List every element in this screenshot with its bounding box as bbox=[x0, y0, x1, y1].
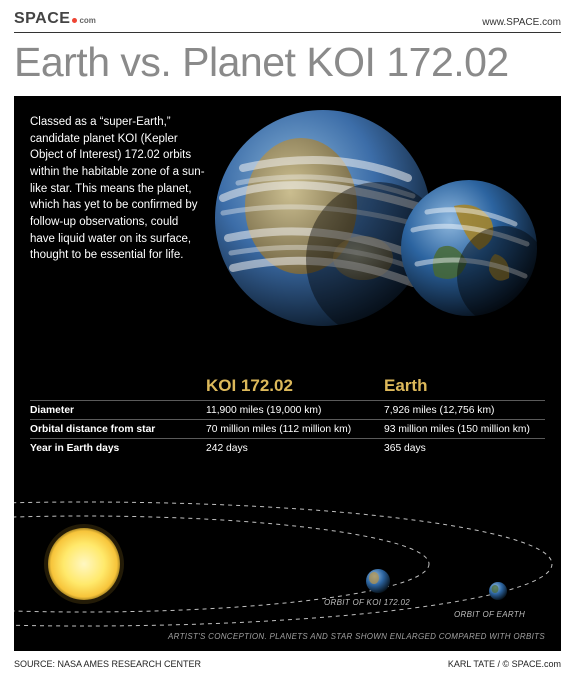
row-label: Year in Earth days bbox=[30, 443, 206, 454]
col-header-earth: Earth bbox=[384, 376, 544, 396]
sun-icon bbox=[48, 528, 120, 600]
comparison-table: KOI 172.02 Earth Diameter 11,900 miles (… bbox=[30, 376, 545, 457]
footer: SOURCE: NASA AMES RESEARCH CENTER KARL T… bbox=[14, 651, 561, 669]
infographic-panel: Classed as a “super-Earth,” candidate pl… bbox=[14, 96, 561, 651]
table-row: Orbital distance from star 70 million mi… bbox=[30, 419, 545, 438]
table-row: Diameter 11,900 miles (19,000 km) 7,926 … bbox=[30, 400, 545, 419]
orbit-label-koi: ORBIT OF KOI 172.02 bbox=[324, 598, 410, 607]
artist-caption: ARTIST'S CONCEPTION. PLANETS AND STAR SH… bbox=[168, 632, 545, 641]
source-credit: SOURCE: NASA AMES RESEARCH CENTER bbox=[14, 659, 201, 669]
brand-logo: SPACE com bbox=[14, 10, 96, 28]
planet-earth-icon bbox=[399, 178, 539, 318]
cell: 7,926 miles (12,756 km) bbox=[384, 405, 544, 416]
logo-subtext: com bbox=[79, 16, 95, 25]
cell: 242 days bbox=[206, 443, 384, 454]
orbit-svg bbox=[14, 486, 561, 651]
col-header-koi: KOI 172.02 bbox=[206, 376, 384, 396]
logo-text: SPACE bbox=[14, 10, 70, 28]
intro-text: Classed as a “super-Earth,” candidate pl… bbox=[30, 114, 205, 264]
orbit-diagram: ORBIT OF KOI 172.02 ORBIT OF EARTH bbox=[14, 486, 561, 651]
table-header-row: KOI 172.02 Earth bbox=[30, 376, 545, 400]
row-label: Diameter bbox=[30, 405, 206, 416]
logo-dot-icon bbox=[72, 18, 77, 23]
top-bar: SPACE com www.SPACE.com bbox=[14, 10, 561, 33]
cell: 70 million miles (112 million km) bbox=[206, 424, 384, 435]
row-label: Orbital distance from star bbox=[30, 424, 206, 435]
cell: 93 million miles (150 million km) bbox=[384, 424, 544, 435]
headline: Earth vs. Planet KOI 172.02 bbox=[14, 33, 561, 96]
page: SPACE com www.SPACE.com Earth vs. Planet… bbox=[0, 0, 575, 677]
planets-illustration bbox=[189, 100, 559, 370]
table-row: Year in Earth days 242 days 365 days bbox=[30, 438, 545, 457]
cell: 365 days bbox=[384, 443, 544, 454]
cell: 11,900 miles (19,000 km) bbox=[206, 405, 384, 416]
author-credit: KARL TATE / © SPACE.com bbox=[448, 659, 561, 669]
site-url: www.SPACE.com bbox=[482, 17, 561, 28]
orbit-label-earth: ORBIT OF EARTH bbox=[454, 610, 525, 619]
